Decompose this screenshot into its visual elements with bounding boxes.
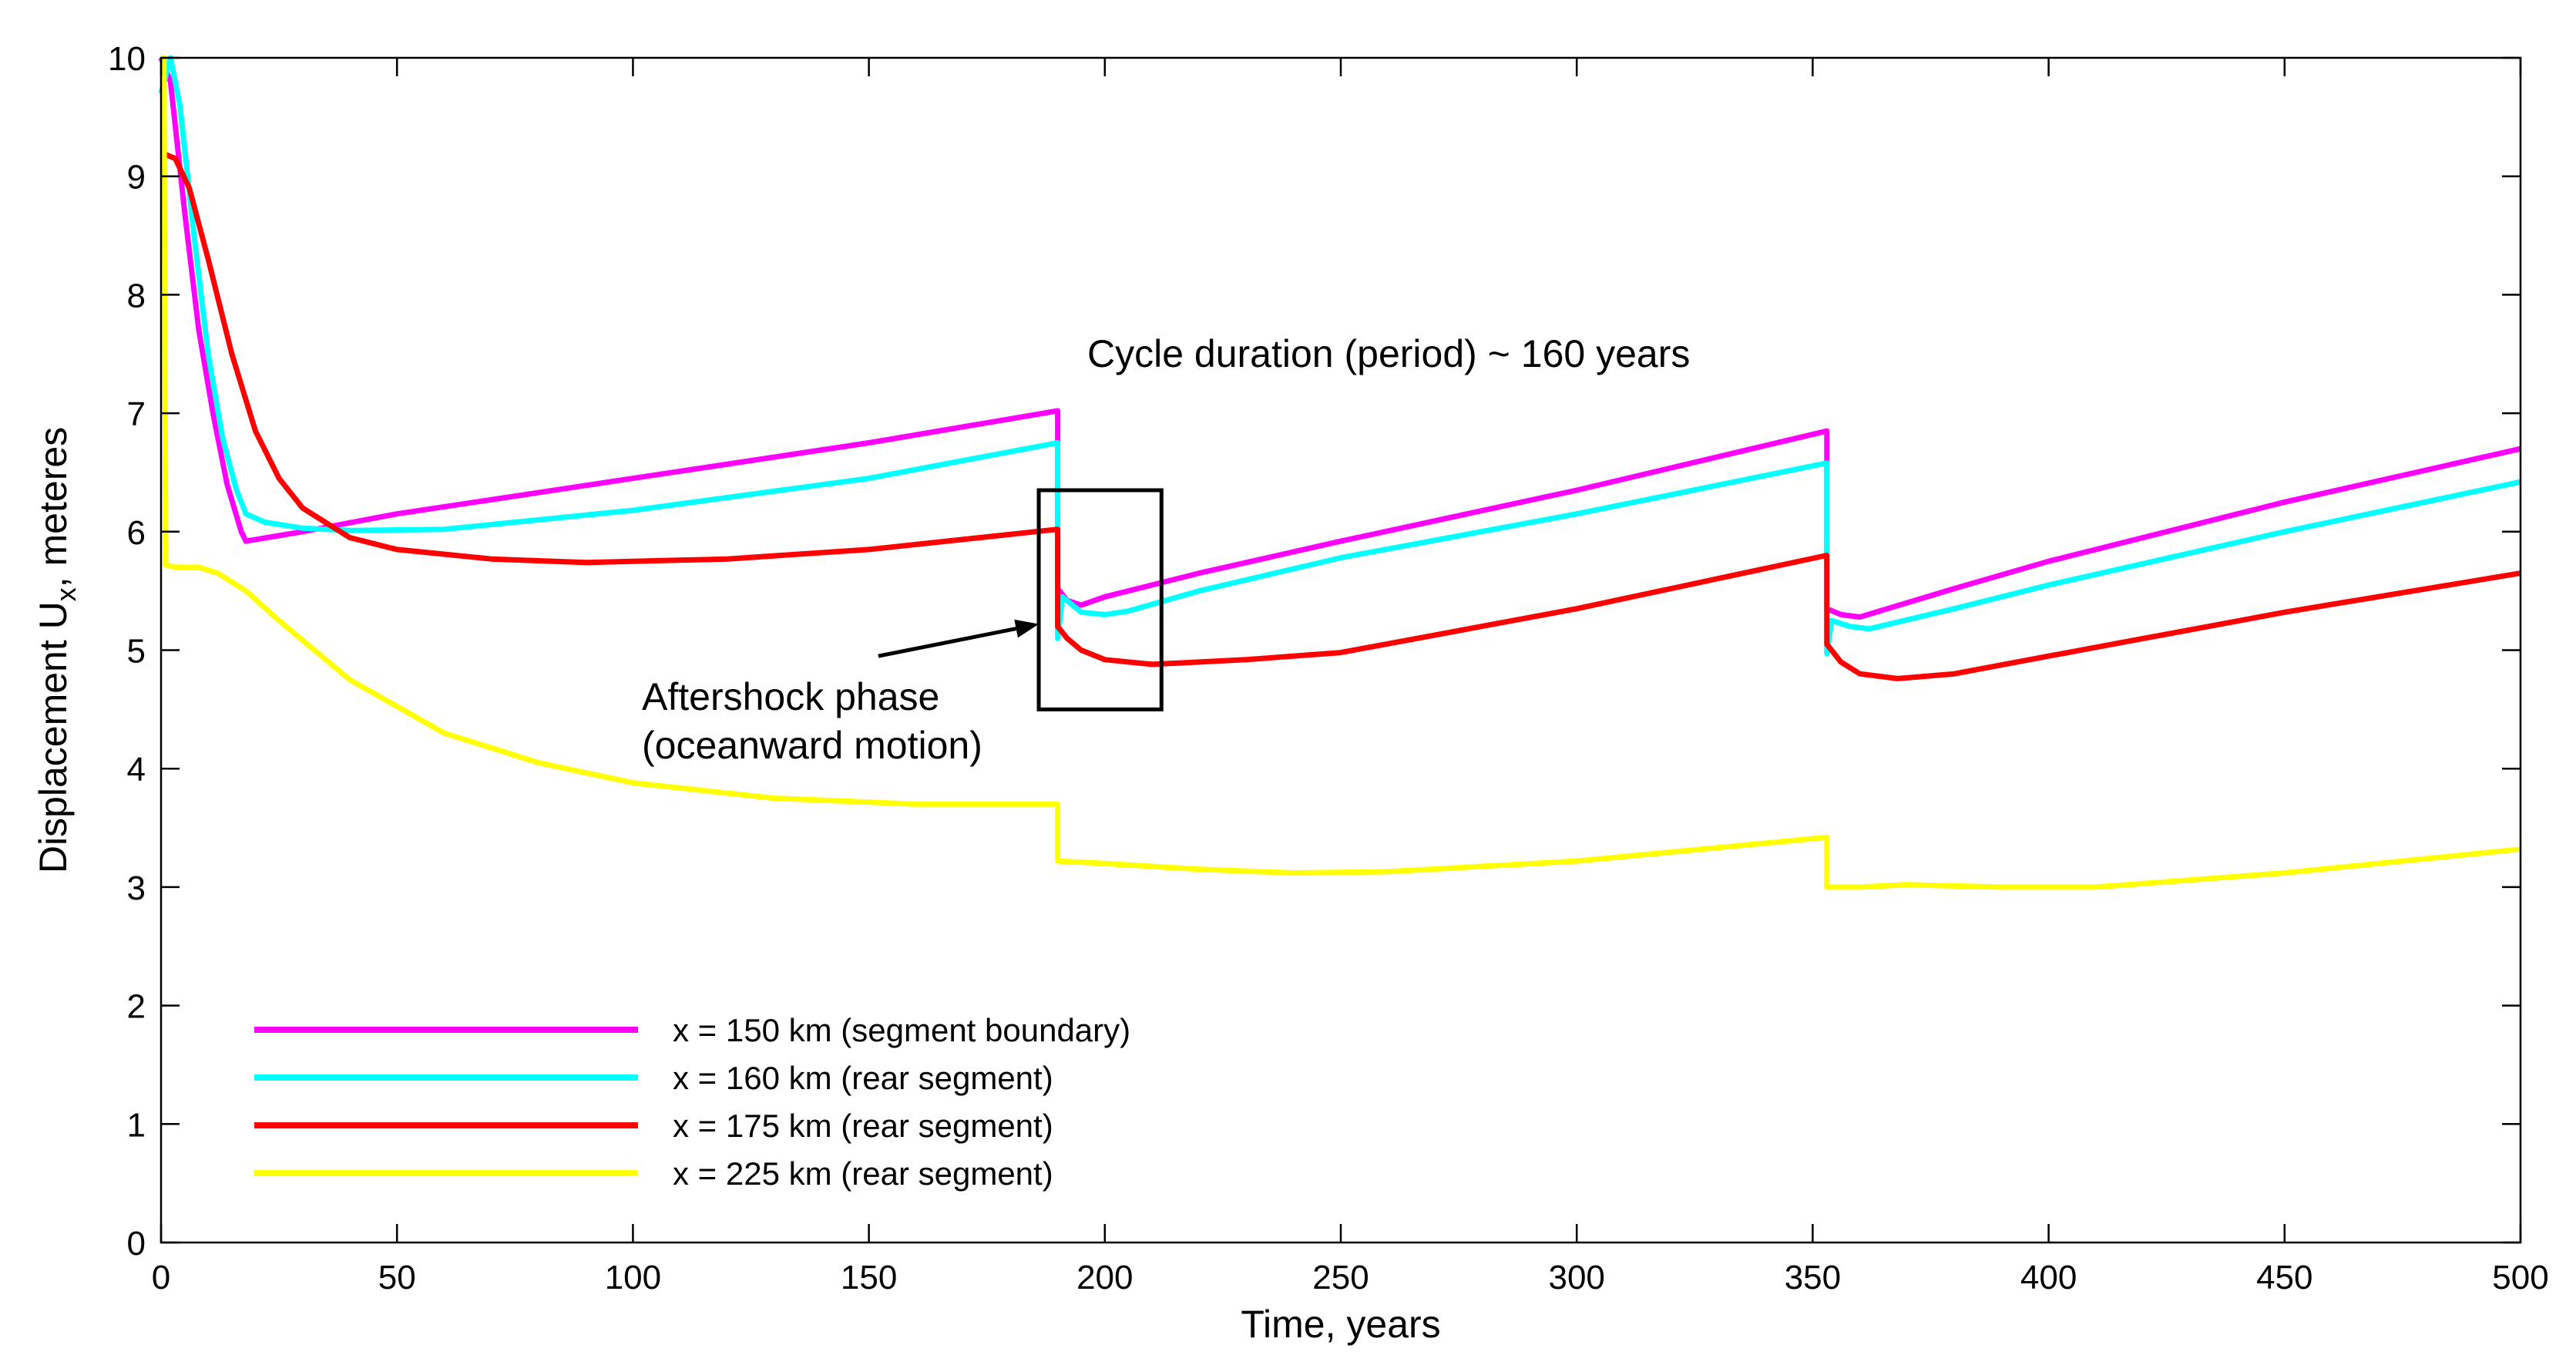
y-axis-title-tail: , meteres [32,427,75,587]
x-tick-label: 400 [2020,1259,2077,1296]
y-tick-label: 3 [127,869,146,907]
y-tick-label: 7 [127,395,146,433]
y-tick-label: 2 [127,988,146,1026]
x-tick-label: 200 [1076,1259,1133,1296]
series-line-4 [161,55,2521,890]
y-axis-title: Displacement Ux, meteres [32,427,82,873]
aftershock-annotation-line2: (oceanward motion) [642,724,982,767]
x-tick-label: 300 [1548,1259,1604,1296]
y-tick-label: 0 [127,1225,146,1263]
plot-series-group [158,55,2521,890]
y-tick-label: 8 [127,277,146,314]
aftershock-arrow [878,627,1017,658]
aftershock-box [1036,488,1164,711]
aftershock-arrowhead [1014,619,1039,638]
x-tick-label: 50 [378,1259,416,1296]
legend: x = 150 km (segment boundary) x = 160 km … [254,1012,1130,1192]
x-tick-label: 250 [1312,1259,1369,1296]
x-tick-label: 500 [2492,1259,2548,1296]
y-tick-label: 1 [127,1106,146,1144]
cycle-duration-annotation: Cycle duration (period) ~ 160 years [1087,332,1690,375]
x-tick-label: 150 [841,1259,897,1296]
x-tick-label: 450 [2256,1259,2312,1296]
axis-ticks [160,56,2522,1244]
y-tick-label: 4 [127,751,146,789]
y-tick-label: 9 [127,159,146,197]
y-tick-label: 6 [127,514,146,552]
x-tick-label: 100 [605,1259,661,1296]
x-tick-label: 0 [152,1259,170,1296]
y-axis-title-main: Displacement U [32,601,75,873]
x-tick-label: 350 [1785,1259,1841,1296]
axis-tick-labels: 0 50 100 150 200 250 300 350 400 450 500 0 1 2 3 4 5 6 7 8 9… [108,40,2549,1296]
x-axis-title: Time, years [1241,1303,1440,1346]
legend-label-4: x = 225 km (rear segment) [673,1155,1053,1192]
aftershock-annotation-line1: Aftershock phase [642,675,939,718]
y-axis-title-subscript: x [50,587,82,601]
legend-label-1: x = 150 km (segment boundary) [673,1012,1130,1048]
legend-label-2: x = 160 km (rear segment) [673,1060,1053,1096]
legend-label-3: x = 175 km (rear segment) [673,1108,1053,1144]
y-tick-label: 5 [127,633,146,671]
series-line-3 [160,150,2521,681]
y-tick-label: 10 [108,40,146,78]
